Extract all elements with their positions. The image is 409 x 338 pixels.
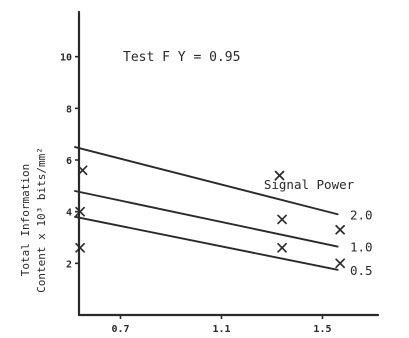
marker-stroke xyxy=(335,224,345,235)
series-label-3: 0.5 xyxy=(350,263,373,278)
data-point-marker xyxy=(335,224,345,235)
data-point-marker xyxy=(77,165,88,176)
y-tick-label: 10 xyxy=(60,53,72,64)
trend-line-2 xyxy=(74,190,339,248)
marker-stroke xyxy=(77,165,88,176)
series-label-2: 1.0 xyxy=(350,240,373,255)
y-tick-label: 4 xyxy=(66,208,72,219)
data-point-marker xyxy=(274,170,285,181)
data-point-marker xyxy=(277,214,287,225)
y-tick-label: 2 xyxy=(66,259,72,270)
marker-stroke xyxy=(335,258,345,269)
trend-line-3 xyxy=(74,215,339,271)
data-point-marker xyxy=(75,206,85,217)
x-tick-label: 1.5 xyxy=(313,324,331,335)
y-tick-label: 8 xyxy=(66,104,72,115)
marker-stroke xyxy=(274,170,285,181)
marker-stroke xyxy=(75,206,85,217)
data-point-marker xyxy=(75,242,85,253)
series-label-1: 2.0 xyxy=(350,207,373,222)
data-point-marker xyxy=(335,258,345,269)
data-point-marker xyxy=(277,242,287,253)
y-axis-label-line2: Content x 10³ bits/mm² xyxy=(35,147,48,293)
marker-stroke xyxy=(277,214,287,225)
trend-line-1 xyxy=(74,146,339,216)
x-tick-label: 0.7 xyxy=(111,324,129,335)
y-axis-label-line1: Total Information xyxy=(19,164,32,277)
legend-title: Signal Power xyxy=(264,177,355,192)
marker-stroke xyxy=(75,242,85,253)
marker-stroke xyxy=(277,242,287,253)
y-tick-label: 6 xyxy=(66,156,72,167)
chart-annotation: Test F Y = 0.95 xyxy=(123,50,240,65)
x-tick-label: 1.1 xyxy=(212,324,230,335)
